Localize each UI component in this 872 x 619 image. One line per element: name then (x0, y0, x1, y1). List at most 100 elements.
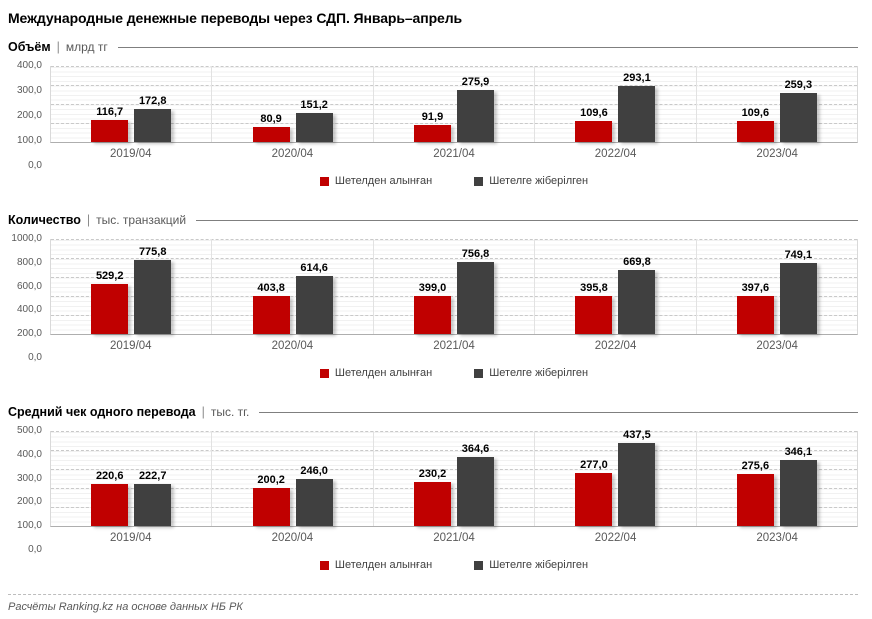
plot-column: 220,6 222,7 200,2 246,0 230,2 364,6 277,0 437,5… (50, 429, 858, 550)
data-label: 395,8 (580, 282, 608, 295)
chart-average-transfer: Средний чек одного перевода | тыс. тг. 5… (8, 405, 858, 571)
bar-with-label: 80,9 (252, 66, 290, 142)
bar-with-label: 395,8 (575, 239, 613, 334)
bar-with-label: 277,0 (575, 431, 613, 526)
category-group: 116,7 172,8 (51, 66, 211, 142)
y-axis-tick-label: 300,0 (16, 84, 42, 96)
data-label: 220,6 (95, 470, 124, 483)
x-axis: 2019/04 2020/04 2021/04 2022/04 2023/04 (50, 335, 858, 358)
major-gridline (51, 66, 857, 67)
y-axis: 500,0 400,0 300,0 200,0 100,0 0,0 (8, 425, 50, 555)
bar-with-label: 364,6 (457, 431, 495, 526)
major-gridline (51, 507, 857, 508)
y-axis-tick-label: 1000,0 (11, 232, 42, 244)
bar-sent (134, 109, 172, 142)
chart-unit: млрд тг (65, 40, 108, 54)
legend-label: Шетелге жіберілген (489, 559, 589, 571)
data-label: 397,6 (741, 282, 770, 295)
chart-transaction-count: Количество | тыс. транзакций 1000,0 800,0… (8, 213, 858, 379)
bar-with-label: 614,6 (295, 239, 333, 334)
category-group: 403,8 614,6 (211, 239, 372, 334)
header-rule (196, 219, 858, 221)
bar-with-label: 200,2 (252, 431, 290, 526)
y-axis: 400,0 300,0 200,0 100,0 0,0 (8, 60, 50, 171)
bar-with-label: 220,6 (91, 431, 129, 526)
category-group: 275,6 346,1 (695, 431, 857, 526)
data-label: 403,8 (257, 281, 285, 294)
bar-with-label: 399,0 (414, 239, 452, 334)
category-group: 399,0 756,8 (372, 239, 534, 334)
x-axis-category-label: 2022/04 (594, 340, 637, 352)
bar-sent (295, 275, 333, 334)
bar-with-label: 222,7 (134, 431, 172, 526)
legend-item: Шетелге жіберілген (474, 559, 588, 571)
bar-received (736, 473, 774, 526)
legend-label: Шетелге жіберілген (489, 175, 589, 187)
bar-with-label: 437,5 (618, 429, 656, 526)
bar-with-label: 756,8 (457, 239, 495, 334)
bar-received (252, 487, 290, 526)
chart-header: Средний чек одного перевода | тыс. тг. (8, 405, 858, 419)
bar-with-label: 151,2 (295, 66, 333, 142)
chart-title: Количество (8, 213, 81, 227)
chart-header: Количество | тыс. транзакций (8, 213, 858, 227)
bar-sent (779, 460, 817, 526)
header-rule (259, 411, 858, 413)
legend: Шетелден алынған Шетелге жіберілген (50, 367, 858, 379)
x-axis-category-label: 2020/04 (271, 148, 314, 160)
legend-swatch-icon (474, 176, 484, 186)
x-axis-category-label: 2023/04 (756, 532, 798, 544)
major-gridline (51, 104, 857, 105)
data-label: 775,8 (138, 246, 167, 259)
bar-with-label: 259,3 (779, 66, 817, 142)
chart-body: 400,0 300,0 200,0 100,0 0,0 116,7 172,8 80,9 15… (8, 60, 858, 171)
legend-item: Шетелге жіберілген (474, 367, 588, 379)
major-gridline (51, 469, 857, 470)
bar-with-label: 109,6 (575, 66, 613, 142)
legend-swatch-icon (319, 560, 329, 570)
chart-title-separator: | (86, 213, 91, 227)
data-label: 749,1 (784, 248, 813, 261)
legend: Шетелден алынған Шетелге жіберілген (50, 559, 858, 571)
data-label: 109,6 (741, 107, 770, 120)
data-label: 151,2 (300, 99, 328, 112)
chart-body: 1000,0 800,0 600,0 400,0 200,0 0,0 529,2 775,8… (8, 233, 858, 363)
bar-with-label: 109,6 (736, 66, 774, 142)
bar-received (575, 121, 613, 142)
bar-sent (618, 442, 656, 526)
plot-area: 116,7 172,8 80,9 151,2 91,9 275,9 109,6 293,1 10… (50, 66, 858, 143)
y-axis-tick-label: 300,0 (16, 472, 42, 484)
bar-sent (457, 262, 495, 334)
bar-sent (295, 113, 333, 142)
category-group: 109,6 293,1 (534, 66, 695, 142)
legend-item: Шетелден алынған (319, 559, 432, 571)
data-label: 346,1 (784, 446, 813, 459)
bar-groups: 116,7 172,8 80,9 151,2 91,9 275,9 109,6 293,1 10… (51, 66, 857, 142)
major-gridline (51, 258, 857, 259)
bar-with-label: 397,6 (736, 239, 774, 334)
y-axis-tick-label: 400,0 (16, 448, 42, 460)
x-axis-category-label: 2021/04 (433, 340, 475, 352)
y-axis-tick-label: 100,0 (16, 520, 42, 532)
chart-unit: тыс. тг. (210, 405, 250, 419)
plot-column: 116,7 172,8 80,9 151,2 91,9 275,9 109,6 293,1 10… (50, 66, 858, 166)
bar-with-label: 172,8 (134, 66, 172, 142)
major-gridline (51, 296, 857, 297)
data-label: 222,7 (138, 469, 167, 482)
bar-received (575, 296, 613, 334)
legend-item: Шетелден алынған (319, 367, 432, 379)
y-axis-tick-label: 0,0 (28, 351, 42, 363)
data-label: 200,2 (257, 473, 285, 486)
bar-sent (457, 456, 495, 526)
bar-received (414, 296, 452, 334)
y-axis-tick-label: 600,0 (16, 280, 42, 292)
plot-area: 529,2 775,8 403,8 614,6 399,0 756,8 395,8 669,8… (50, 239, 858, 335)
category-group: 91,9 275,9 (372, 66, 534, 142)
category-group: 109,6 259,3 (695, 66, 857, 142)
data-label: 614,6 (300, 261, 328, 274)
bar-received (252, 126, 290, 142)
legend-label: Шетелге жіберілген (489, 367, 589, 379)
data-label: 293,1 (623, 72, 651, 85)
legend-swatch-icon (474, 560, 484, 570)
data-label: 275,6 (741, 459, 770, 472)
